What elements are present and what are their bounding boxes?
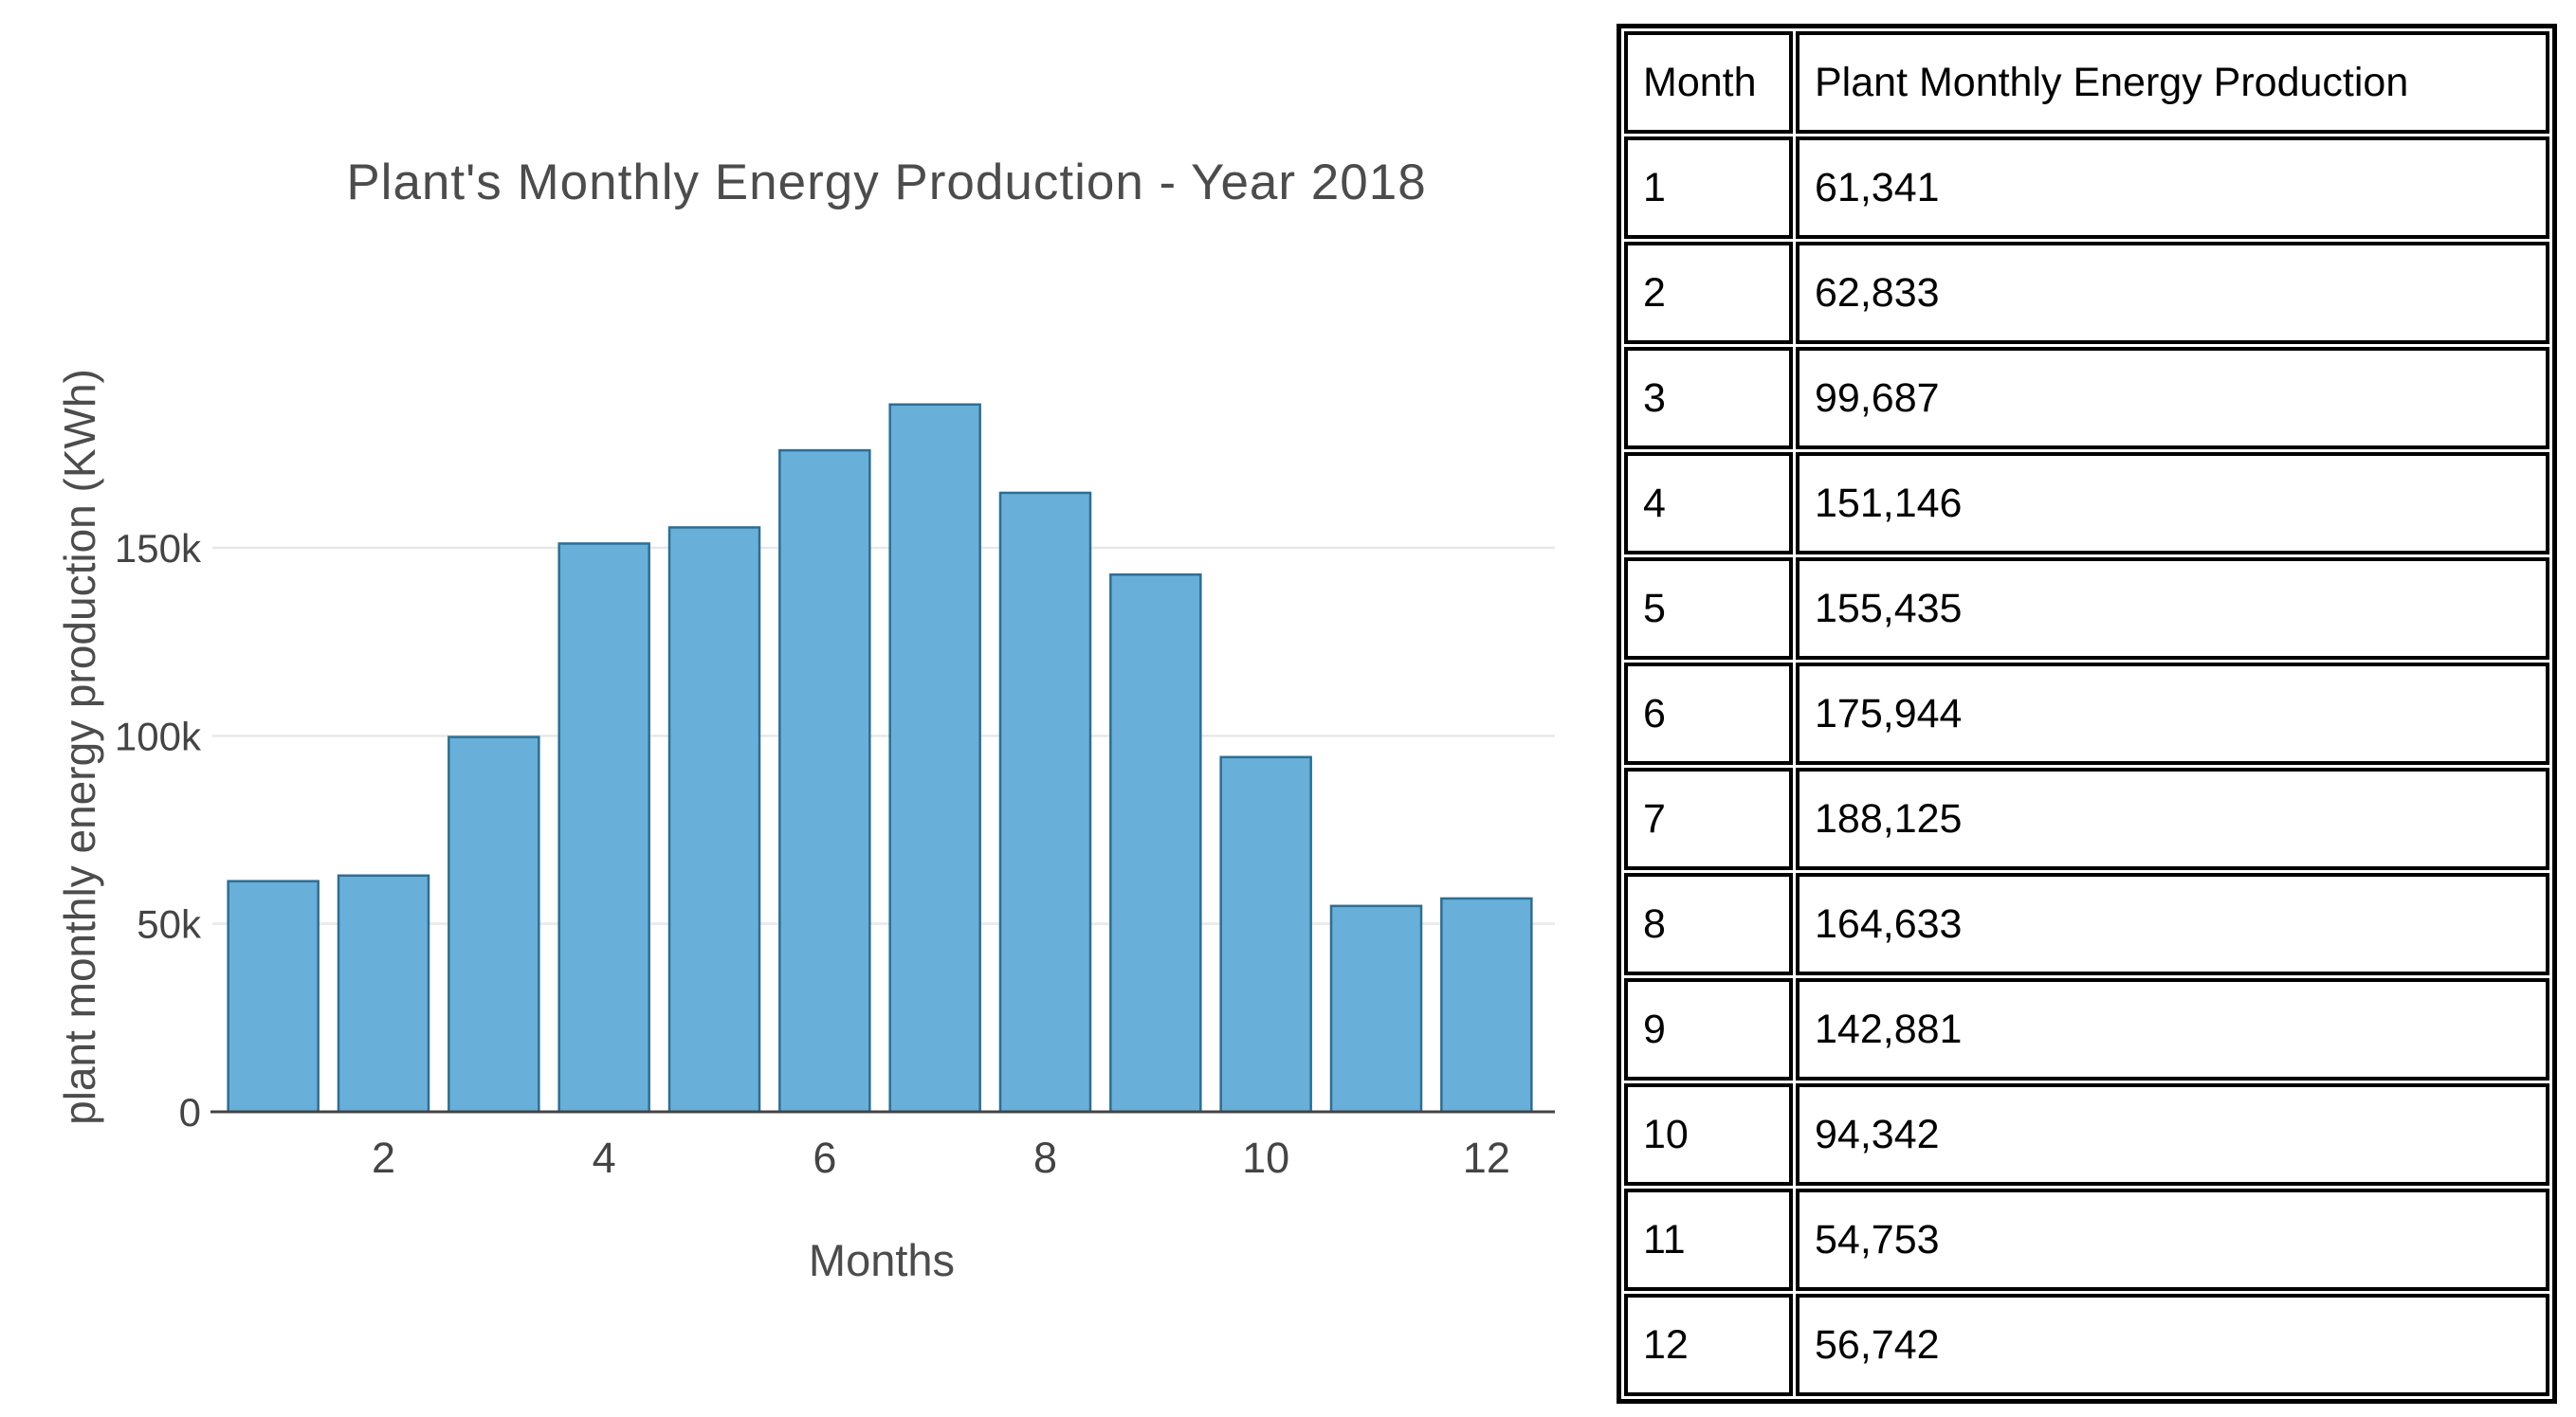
table-row: 11 54,753 — [1624, 1189, 2549, 1291]
table-row: 4 151,146 — [1624, 452, 2549, 554]
bar-month-7 — [888, 403, 981, 1114]
bar-month-11 — [1329, 904, 1423, 1114]
table-header-row: Month Plant Monthly Energy Production — [1624, 31, 2549, 134]
month-cell: 10 — [1624, 1083, 1793, 1186]
bar-chart: Plant's Monthly Energy Production - Year… — [55, 154, 1555, 1285]
table-row: 3 99,687 — [1624, 347, 2549, 449]
bar-month-4 — [557, 542, 650, 1114]
x-tick-label: 6 — [813, 1134, 836, 1182]
bar-month-3 — [448, 736, 540, 1114]
month-cell: 4 — [1624, 452, 1793, 554]
bar-month-5 — [667, 526, 761, 1114]
value-cell: 151,146 — [1796, 452, 2549, 554]
table-row: 9 142,881 — [1624, 978, 2549, 1081]
y-tick-label: 100k — [115, 714, 202, 758]
bar-month-1 — [227, 880, 320, 1114]
x-tick-label: 10 — [1242, 1134, 1289, 1182]
value-cell: 61,341 — [1796, 136, 2549, 239]
bar-month-8 — [998, 491, 1092, 1114]
month-cell: 12 — [1624, 1294, 1793, 1396]
table-row: 8 164,633 — [1624, 873, 2549, 975]
month-cell: 9 — [1624, 978, 1793, 1081]
value-cell: 56,742 — [1796, 1294, 2549, 1396]
value-cell: 99,687 — [1796, 347, 2549, 449]
value-cell: 175,944 — [1796, 663, 2549, 765]
x-tick-label: 12 — [1463, 1134, 1510, 1182]
bar-month-6 — [778, 448, 871, 1114]
table-header-month: Month — [1624, 31, 1793, 134]
y-tick-label: 0 — [179, 1090, 201, 1135]
value-cell: 54,753 — [1796, 1189, 2549, 1291]
x-tick-label: 8 — [1033, 1134, 1057, 1182]
y-tick-label: 50k — [137, 902, 202, 947]
month-cell: 11 — [1624, 1189, 1793, 1291]
value-cell: 142,881 — [1796, 978, 2549, 1081]
month-cell: 2 — [1624, 242, 1793, 344]
month-cell: 3 — [1624, 347, 1793, 449]
value-cell: 62,833 — [1796, 242, 2549, 344]
table-row: 7 188,125 — [1624, 768, 2549, 870]
value-cell: 164,633 — [1796, 873, 2549, 975]
bar-month-9 — [1109, 572, 1202, 1114]
value-cell: 188,125 — [1796, 768, 2549, 870]
x-axis-label: Months — [808, 1235, 956, 1285]
table-row: 1 61,341 — [1624, 136, 2549, 239]
chart-plot: 0 50k 100k 150k 2 4 6 8 10 12 — [115, 403, 1555, 1182]
bar-month-10 — [1219, 755, 1312, 1114]
y-tick-label: 150k — [115, 526, 202, 571]
month-cell: 1 — [1624, 136, 1793, 239]
x-tick-label: 2 — [372, 1134, 395, 1182]
table-row: 5 155,435 — [1624, 557, 2549, 660]
table-row: 2 62,833 — [1624, 242, 2549, 344]
value-cell: 155,435 — [1796, 557, 2549, 660]
value-cell: 94,342 — [1796, 1083, 2549, 1186]
month-cell: 8 — [1624, 873, 1793, 975]
month-cell: 6 — [1624, 663, 1793, 765]
month-cell: 7 — [1624, 768, 1793, 870]
month-cell: 5 — [1624, 557, 1793, 660]
table-row: 12 56,742 — [1624, 1294, 2549, 1396]
chart-title: Plant's Monthly Energy Production - Year… — [346, 154, 1427, 210]
bar-month-2 — [337, 874, 430, 1114]
table-row: 10 94,342 — [1624, 1083, 2549, 1186]
x-tick-label: 4 — [593, 1134, 616, 1182]
table-header-production: Plant Monthly Energy Production — [1796, 31, 2549, 134]
bar-month-12 — [1440, 897, 1533, 1114]
table-row: 6 175,944 — [1624, 663, 2549, 765]
